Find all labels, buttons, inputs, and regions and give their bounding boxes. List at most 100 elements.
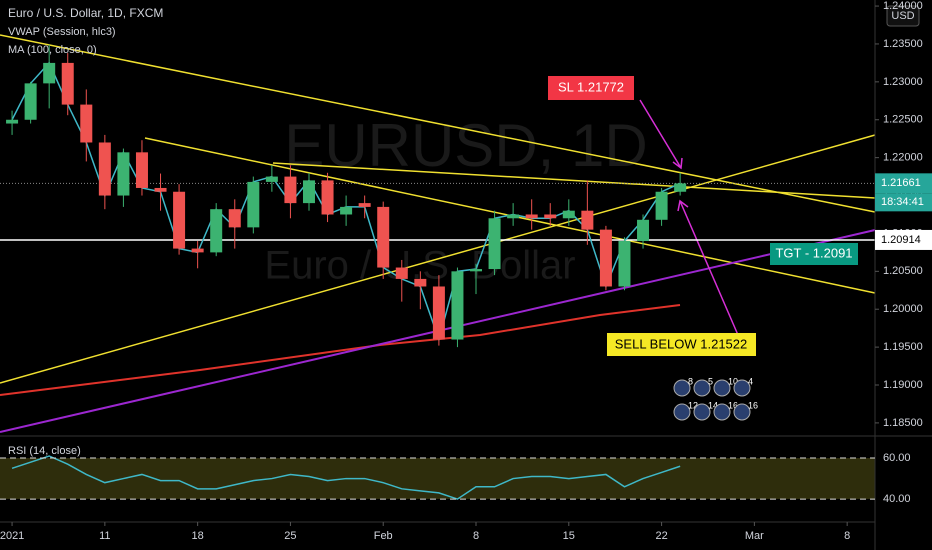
candle-body: [674, 183, 687, 192]
drawings: [0, 34, 876, 433]
candle-body: [451, 271, 464, 340]
y-tick-label: 1.24000: [883, 0, 923, 12]
x-tick-label: 25: [284, 530, 296, 542]
event-count: 14: [708, 400, 718, 410]
candle-body: [6, 119, 19, 124]
currency-box: [886, 5, 920, 27]
candle-body: [228, 209, 241, 228]
sl-label: SL 1.21772: [558, 79, 624, 94]
event-count: 10: [728, 376, 738, 386]
candle-body: [154, 187, 167, 192]
candle-body: [210, 209, 223, 253]
last-price-label: 1.21661: [881, 177, 921, 189]
sell-box: [607, 333, 756, 356]
plot: [6, 44, 687, 500]
candle-body: [358, 203, 371, 207]
sell-label: SELL BELOW 1.21522: [615, 336, 748, 351]
countdown: 18:34:41: [881, 196, 924, 208]
candle-body: [395, 267, 408, 279]
candle-body: [302, 180, 315, 204]
candle-body: [284, 176, 297, 204]
x-tick-label: Feb: [374, 530, 393, 542]
x-tick-label: 15: [563, 530, 575, 542]
y-tick-label: 1.20000: [883, 303, 923, 315]
event-icon: [733, 379, 751, 397]
y-tick-label: 1.22000: [883, 152, 923, 164]
legend-title: Euro / U.S. Dollar, 1D, FXCM: [8, 6, 163, 20]
candle-body: [321, 180, 334, 215]
x-tick-label: 2021: [0, 530, 24, 542]
rsi-tick-label: 60.00: [883, 452, 911, 464]
candle-body: [43, 62, 56, 84]
candle-body: [544, 214, 557, 219]
candle-body: [599, 229, 612, 287]
candle-body: [432, 286, 445, 340]
event-icon: [733, 403, 751, 421]
x-tick-label: 8: [473, 530, 479, 542]
event-count: 8: [688, 376, 693, 386]
candle-body: [61, 62, 74, 105]
candle-body: [637, 219, 650, 242]
y-tick-label: 1.19000: [883, 379, 923, 391]
event-count: 12: [688, 400, 698, 410]
countdown-box: [875, 193, 932, 212]
event-count: 16: [748, 400, 758, 410]
y-tick-label: 1.19500: [883, 341, 923, 353]
candle-body: [117, 152, 130, 196]
y-tick-label: 1.22500: [883, 114, 923, 126]
tgt-box: [770, 243, 858, 265]
x-tick-label: Mar: [745, 530, 764, 542]
candle-body: [618, 241, 631, 287]
y-tick-label: 1.23000: [883, 76, 923, 88]
event-count: 16: [728, 400, 738, 410]
rsi-line: [11, 455, 681, 500]
candle-body: [191, 248, 204, 253]
rsi-tick-label: 40.00: [883, 493, 911, 505]
ma-line: [0, 304, 681, 396]
arrow: [639, 99, 682, 169]
candle-body: [414, 278, 427, 287]
arrow: [679, 200, 739, 336]
candle-body: [98, 142, 111, 196]
candle-body: [525, 214, 538, 219]
trend-line: [272, 162, 876, 199]
event-icon: [673, 403, 691, 421]
y-tick-label: 1.20500: [883, 265, 923, 277]
last-price-box: [875, 173, 932, 194]
trend-line: [0, 34, 876, 213]
candle-body: [581, 210, 594, 230]
candle-body: [247, 181, 260, 228]
x-tick-label: 8: [844, 530, 850, 542]
event-icon: [713, 403, 731, 421]
event-count: 5: [708, 376, 713, 386]
candle-body: [655, 191, 668, 220]
tgt-label: TGT - 1.2091: [775, 245, 852, 260]
x-tick-label: 22: [655, 530, 667, 542]
event-icon: [673, 379, 691, 397]
event-count: 4: [748, 376, 753, 386]
event-icon: [713, 379, 731, 397]
rsi-title: RSI (14, close): [8, 445, 81, 457]
event-icon: [693, 379, 711, 397]
candle-body: [173, 191, 186, 249]
legend-indicator: MA (100, close, 0): [8, 44, 97, 56]
candle-body: [377, 206, 390, 268]
y-tick-label: 1.23500: [883, 38, 923, 50]
arrow-head: [672, 157, 683, 170]
legend-indicator: VWAP (Session, hlc3): [8, 26, 116, 38]
currency: USD: [891, 10, 914, 22]
x-tick-label: 11: [99, 530, 110, 542]
arrow-head: [677, 199, 689, 212]
event-icon: [693, 403, 711, 421]
candle-body: [488, 218, 501, 270]
y-tick-label: 1.18500: [883, 417, 923, 429]
candle-body: [507, 214, 520, 219]
watermark: EURUSD, 1D: [284, 112, 647, 179]
candle-body: [80, 104, 93, 143]
level-box: [875, 229, 932, 250]
candle-body: [562, 210, 575, 219]
candle-body: [265, 176, 278, 182]
level-label: 1.20914: [881, 234, 921, 246]
candle-body: [24, 83, 37, 120]
